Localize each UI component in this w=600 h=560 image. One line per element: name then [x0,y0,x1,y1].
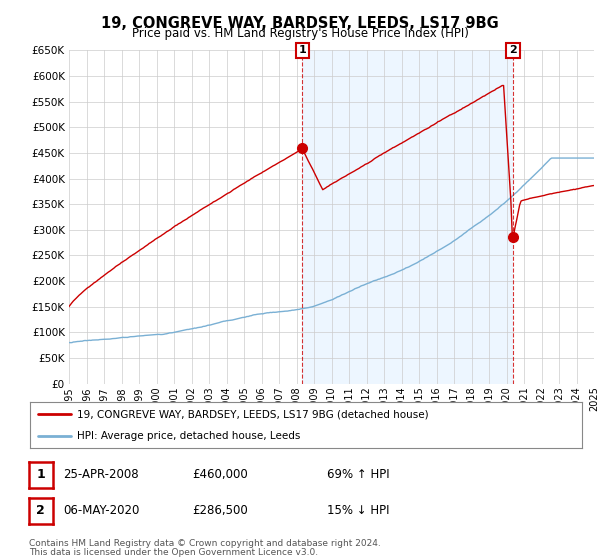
Text: 69% ↑ HPI: 69% ↑ HPI [327,468,389,482]
Text: 19, CONGREVE WAY, BARDSEY, LEEDS, LS17 9BG (detached house): 19, CONGREVE WAY, BARDSEY, LEEDS, LS17 9… [77,409,428,419]
Text: 1: 1 [37,468,45,482]
Text: This data is licensed under the Open Government Licence v3.0.: This data is licensed under the Open Gov… [29,548,318,557]
Text: 1: 1 [298,45,306,55]
Text: 15% ↓ HPI: 15% ↓ HPI [327,504,389,517]
Text: Price paid vs. HM Land Registry's House Price Index (HPI): Price paid vs. HM Land Registry's House … [131,27,469,40]
Text: 25-APR-2008: 25-APR-2008 [63,468,139,482]
Text: 06-MAY-2020: 06-MAY-2020 [63,504,139,517]
Text: 19, CONGREVE WAY, BARDSEY, LEEDS, LS17 9BG: 19, CONGREVE WAY, BARDSEY, LEEDS, LS17 9… [101,16,499,31]
Text: Contains HM Land Registry data © Crown copyright and database right 2024.: Contains HM Land Registry data © Crown c… [29,539,380,548]
Text: £286,500: £286,500 [192,504,248,517]
Text: £460,000: £460,000 [192,468,248,482]
Text: 2: 2 [509,45,517,55]
Text: 2: 2 [37,504,45,517]
Text: HPI: Average price, detached house, Leeds: HPI: Average price, detached house, Leed… [77,431,300,441]
Bar [302,50,513,384]
